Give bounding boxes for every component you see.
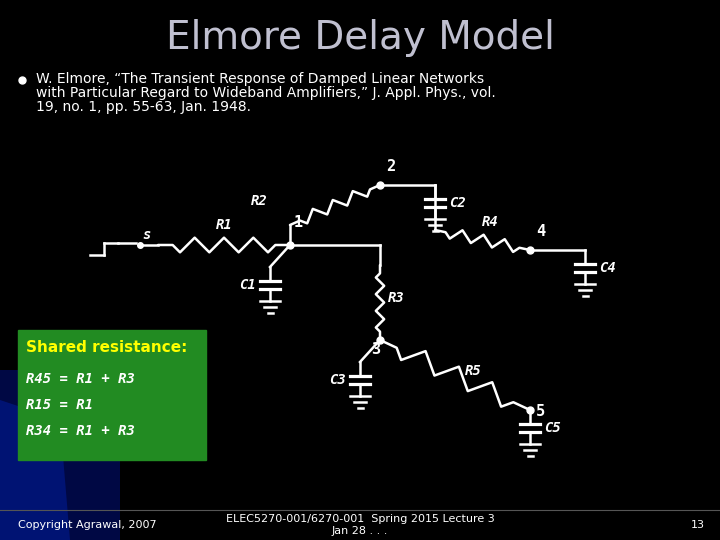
Text: W. Elmore, “The Transient Response of Damped Linear Networks: W. Elmore, “The Transient Response of Da… — [36, 72, 484, 86]
Text: R15 = R1: R15 = R1 — [26, 398, 93, 412]
Text: ELEC5270-001/6270-001  Spring 2015 Lecture 3
Jan 28 . . .: ELEC5270-001/6270-001 Spring 2015 Lectur… — [225, 514, 495, 536]
FancyBboxPatch shape — [18, 330, 206, 460]
Text: 2: 2 — [386, 159, 395, 174]
Text: C4: C4 — [599, 261, 616, 275]
Text: Copyright Agrawal, 2007: Copyright Agrawal, 2007 — [18, 520, 157, 530]
Text: Shared resistance:: Shared resistance: — [26, 340, 187, 355]
Text: R45 = R1 + R3: R45 = R1 + R3 — [26, 372, 135, 386]
Text: R2: R2 — [251, 194, 268, 208]
Text: s: s — [142, 228, 150, 242]
Text: 5: 5 — [536, 404, 545, 419]
Text: C2: C2 — [449, 196, 466, 210]
Text: Elmore Delay Model: Elmore Delay Model — [166, 19, 554, 57]
Text: R3: R3 — [388, 291, 405, 305]
Text: 4: 4 — [536, 224, 545, 239]
Text: 1: 1 — [294, 215, 303, 230]
Text: with Particular Regard to Wideband Amplifiers,” J. Appl. Phys., vol.: with Particular Regard to Wideband Ampli… — [36, 86, 496, 100]
Text: R4: R4 — [482, 215, 499, 229]
Text: C5: C5 — [544, 421, 561, 435]
Polygon shape — [0, 400, 70, 540]
Text: R1: R1 — [215, 218, 233, 232]
Polygon shape — [0, 370, 120, 540]
Text: 19, no. 1, pp. 55-63, Jan. 1948.: 19, no. 1, pp. 55-63, Jan. 1948. — [36, 100, 251, 114]
Text: C1: C1 — [239, 278, 256, 292]
Text: R5: R5 — [465, 364, 482, 378]
Text: 13: 13 — [691, 520, 705, 530]
Text: 3: 3 — [372, 342, 381, 357]
Text: C3: C3 — [329, 373, 346, 387]
Text: R34 = R1 + R3: R34 = R1 + R3 — [26, 424, 135, 438]
